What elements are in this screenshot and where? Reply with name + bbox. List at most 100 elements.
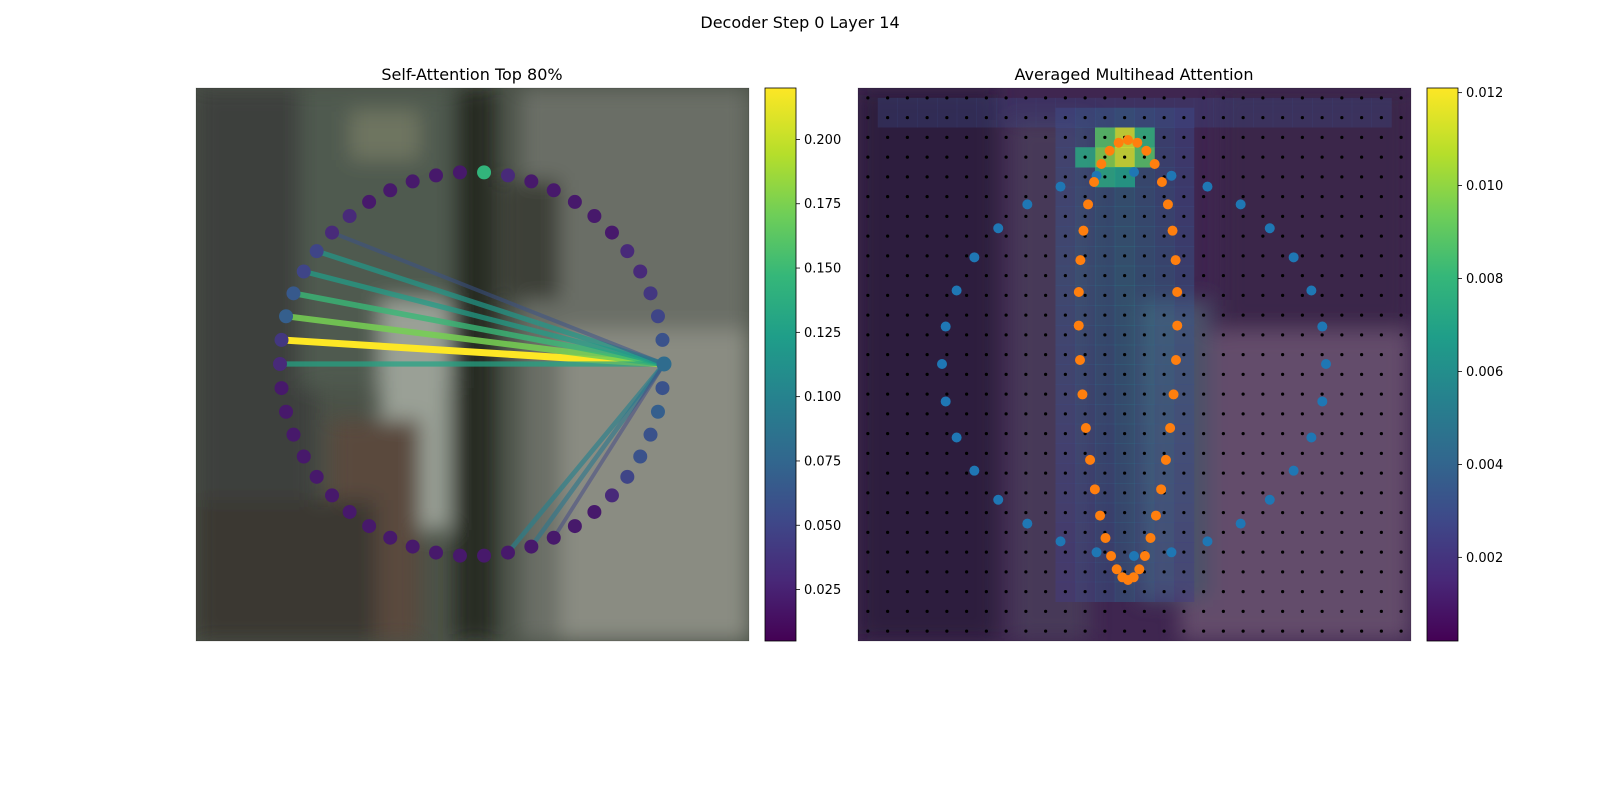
attention-nodes	[273, 165, 672, 563]
contour-point-23	[1317, 396, 1328, 407]
attention-node-0	[656, 356, 672, 372]
self-attention-title: Self-Attention Top 80%	[381, 65, 562, 84]
colorbar-tick-3: 0.008	[1466, 272, 1503, 287]
attention-node-31	[325, 488, 340, 503]
mask-point-1	[1172, 320, 1183, 331]
attention-node-8	[567, 194, 582, 209]
figure-title: Decoder Step 0 Layer 14	[700, 13, 900, 32]
attention-node-10	[524, 174, 539, 189]
mask-point-13	[1096, 158, 1107, 169]
contour-point-15	[1091, 547, 1102, 558]
attention-node-18	[342, 209, 357, 224]
colorbar-tick-4: 0.010	[1466, 179, 1503, 194]
contour-point-30	[1202, 181, 1213, 192]
attention-node-37	[452, 548, 467, 563]
contour-point-26	[1306, 285, 1317, 296]
multihead-attention-panel: Averaged Multihead Attention	[857, 65, 1412, 642]
attention-node-22	[286, 286, 301, 301]
contour-point-27	[1288, 252, 1299, 263]
mask-point-31	[1128, 572, 1139, 583]
attention-node-4	[633, 264, 648, 279]
attention-edge-5	[314, 248, 667, 367]
attention-edges	[277, 230, 668, 555]
attention-node-11	[500, 168, 515, 183]
colorbar-tick-0: 0.002	[1466, 551, 1503, 566]
contour-point-21	[1288, 465, 1299, 476]
contour-point-20	[1264, 494, 1275, 505]
mask-point-26	[1100, 532, 1111, 543]
mask-point-38	[1165, 422, 1176, 433]
colorbar-tick-3: 0.100	[804, 390, 841, 405]
mask-point-3	[1170, 255, 1181, 266]
attention-node-2	[650, 309, 665, 324]
mask-point-17	[1075, 255, 1086, 266]
attention-edge-1	[282, 313, 668, 368]
grid-points	[866, 96, 1403, 633]
mask-point-11	[1113, 137, 1124, 148]
contour-point-29	[1235, 199, 1246, 210]
attention-node-32	[342, 504, 357, 519]
attention-edge-2	[290, 290, 667, 367]
contour-point-3	[1022, 199, 1033, 210]
mask-point-22	[1080, 422, 1091, 433]
mask-point-14	[1089, 177, 1100, 188]
contour-point-16	[1129, 551, 1139, 561]
contour-point-14	[1055, 536, 1066, 547]
attention-node-42	[567, 519, 582, 534]
contour-point-31	[1166, 170, 1177, 181]
mask-point-10	[1123, 135, 1133, 145]
mask-point-5	[1162, 199, 1173, 210]
colorbar-tick-4: 0.125	[804, 326, 841, 341]
colorbar-left: 0.025 0.050 0.075 0.100 0.125 0.150 0.175 0.200	[764, 87, 841, 642]
contour-point-6	[951, 285, 962, 296]
attention-node-27	[279, 404, 294, 419]
colorbar-tick-7: 0.200	[804, 133, 841, 148]
contour-point-9	[940, 396, 951, 407]
attention-node-29	[296, 449, 311, 464]
attention-node-1	[655, 332, 670, 347]
contour-point-18	[1202, 536, 1213, 547]
mask-point-8	[1141, 145, 1152, 156]
attention-node-15	[405, 174, 420, 189]
mask-point-37	[1160, 454, 1171, 465]
mask-point-23	[1085, 454, 1096, 465]
contour-point-19	[1235, 518, 1246, 529]
mask-point-19	[1073, 320, 1084, 331]
mask-point-27	[1106, 551, 1117, 562]
mask-point-7	[1149, 158, 1160, 169]
attention-node-25	[273, 357, 287, 371]
contour-point-10	[951, 432, 962, 443]
contour-point-17	[1166, 547, 1177, 558]
contour-point-11	[969, 465, 980, 476]
attention-node-34	[383, 530, 398, 545]
contour-point-24	[1321, 359, 1331, 369]
contour-point-2	[1055, 181, 1066, 192]
attention-node-5	[620, 244, 635, 259]
attention-node-19	[325, 225, 340, 240]
mask-point-32	[1134, 564, 1145, 575]
mask-point-12	[1104, 145, 1115, 156]
colorbar-tick-5: 0.150	[804, 262, 841, 277]
attention-node-24	[274, 332, 289, 347]
mask-point-4	[1167, 225, 1178, 236]
attention-node-33	[362, 519, 377, 534]
attention-edge-9	[551, 362, 666, 540]
attention-node-49	[655, 381, 670, 396]
attention-node-13	[452, 165, 467, 180]
attention-node-39	[500, 545, 515, 560]
colorbar-tick-2: 0.006	[1466, 365, 1503, 380]
attention-node-48	[650, 404, 665, 419]
attention-node-44	[604, 488, 619, 503]
attention-node-23	[279, 309, 294, 324]
attention-edge-8	[330, 230, 667, 367]
colorbar-tick-2: 0.075	[804, 454, 841, 469]
self-attention-panel: Self-Attention Top 80%	[195, 65, 750, 642]
mask-point-18	[1073, 287, 1084, 298]
colorbar-tick-5: 0.012	[1466, 86, 1503, 101]
attention-node-6	[604, 225, 619, 240]
attention-node-28	[286, 427, 301, 442]
contour-point-4	[993, 223, 1004, 234]
mask-point-6	[1156, 177, 1167, 188]
attention-node-47	[643, 427, 658, 442]
